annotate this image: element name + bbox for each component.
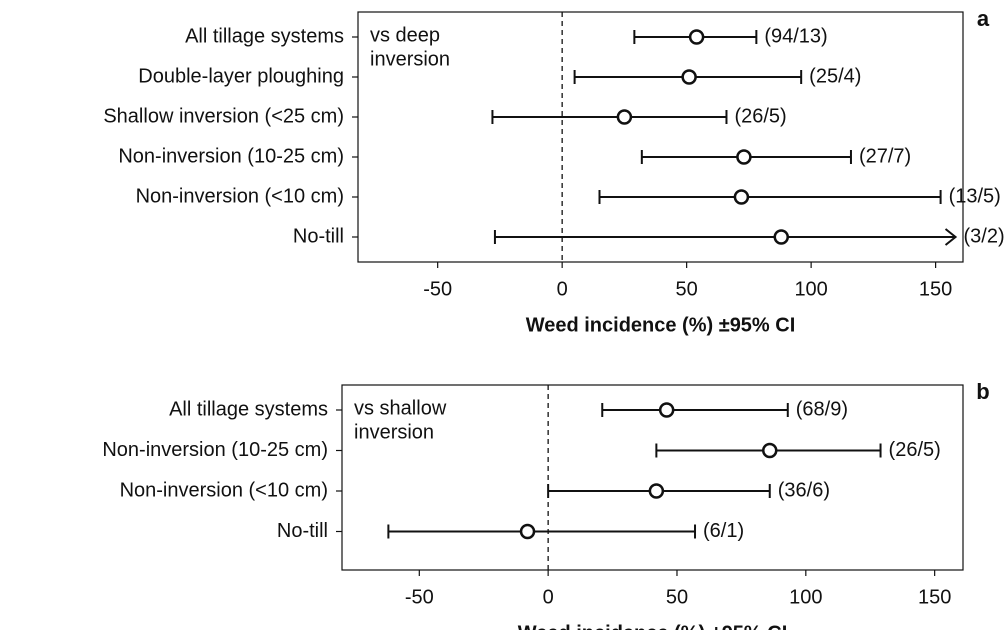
x-tick-label: 100	[794, 278, 827, 300]
count-label: (13/5)	[949, 185, 1001, 207]
plot-frame	[357, 11, 964, 263]
x-tick-label: 150	[918, 586, 951, 608]
point-estimate	[688, 29, 705, 45]
y-tick-label: All tillage systems	[185, 25, 344, 47]
x-tick-label: 0	[543, 586, 554, 608]
x-tick-label: 0	[557, 278, 568, 300]
y-tick-label: No-till	[277, 520, 328, 542]
annotation: inversion	[370, 48, 450, 70]
count-label: (26/5)	[734, 105, 786, 127]
point-estimate	[761, 442, 778, 459]
count-label: (26/5)	[889, 439, 941, 461]
count-label: (27/7)	[859, 145, 911, 167]
y-tick-label: Non-inversion (<10 cm)	[136, 185, 344, 207]
x-tick-label: 150	[919, 278, 952, 300]
point-estimate	[519, 523, 536, 540]
point-estimate	[616, 109, 633, 125]
count-label: (25/4)	[809, 65, 861, 87]
point-estimate	[658, 402, 675, 418]
y-tick-label: Double-layer ploughing	[138, 65, 344, 87]
count-label: (36/6)	[778, 479, 830, 501]
x-tick-label: 50	[676, 278, 698, 300]
point-estimate	[648, 483, 665, 499]
annotation: inversion	[354, 421, 434, 443]
error-arrow	[944, 228, 958, 246]
count-label: (94/13)	[764, 25, 827, 47]
count-label: (6/1)	[703, 520, 744, 542]
y-tick-label: Non-inversion (<10 cm)	[120, 479, 328, 501]
annotation: vs shallow	[354, 397, 447, 419]
point-estimate	[733, 189, 750, 205]
y-tick-label: All tillage systems	[169, 398, 328, 420]
y-tick-label: Non-inversion (10-25 cm)	[102, 439, 328, 461]
x-axis-label: Weed incidence (%) ±95% CI	[518, 622, 788, 630]
x-tick-label: 100	[789, 586, 822, 608]
x-tick-label: 50	[666, 586, 688, 608]
count-label: (3/2)	[964, 225, 1005, 247]
panel-label: b	[976, 379, 989, 404]
plot-frame	[341, 384, 964, 571]
x-axis-label: Weed incidence (%) ±95% CI	[526, 314, 796, 336]
y-tick-label: No-till	[293, 225, 344, 247]
y-tick-label: Non-inversion (10-25 cm)	[118, 145, 344, 167]
x-tick-label: -50	[423, 278, 452, 300]
annotation: vs deep	[370, 24, 440, 46]
x-tick-label: -50	[405, 586, 434, 608]
panel-label: a	[977, 6, 990, 31]
point-estimate	[736, 149, 752, 165]
count-label: (68/9)	[796, 398, 848, 420]
point-estimate	[681, 69, 697, 85]
point-estimate	[773, 229, 790, 245]
y-tick-label: Shallow inversion (<25 cm)	[103, 105, 344, 127]
